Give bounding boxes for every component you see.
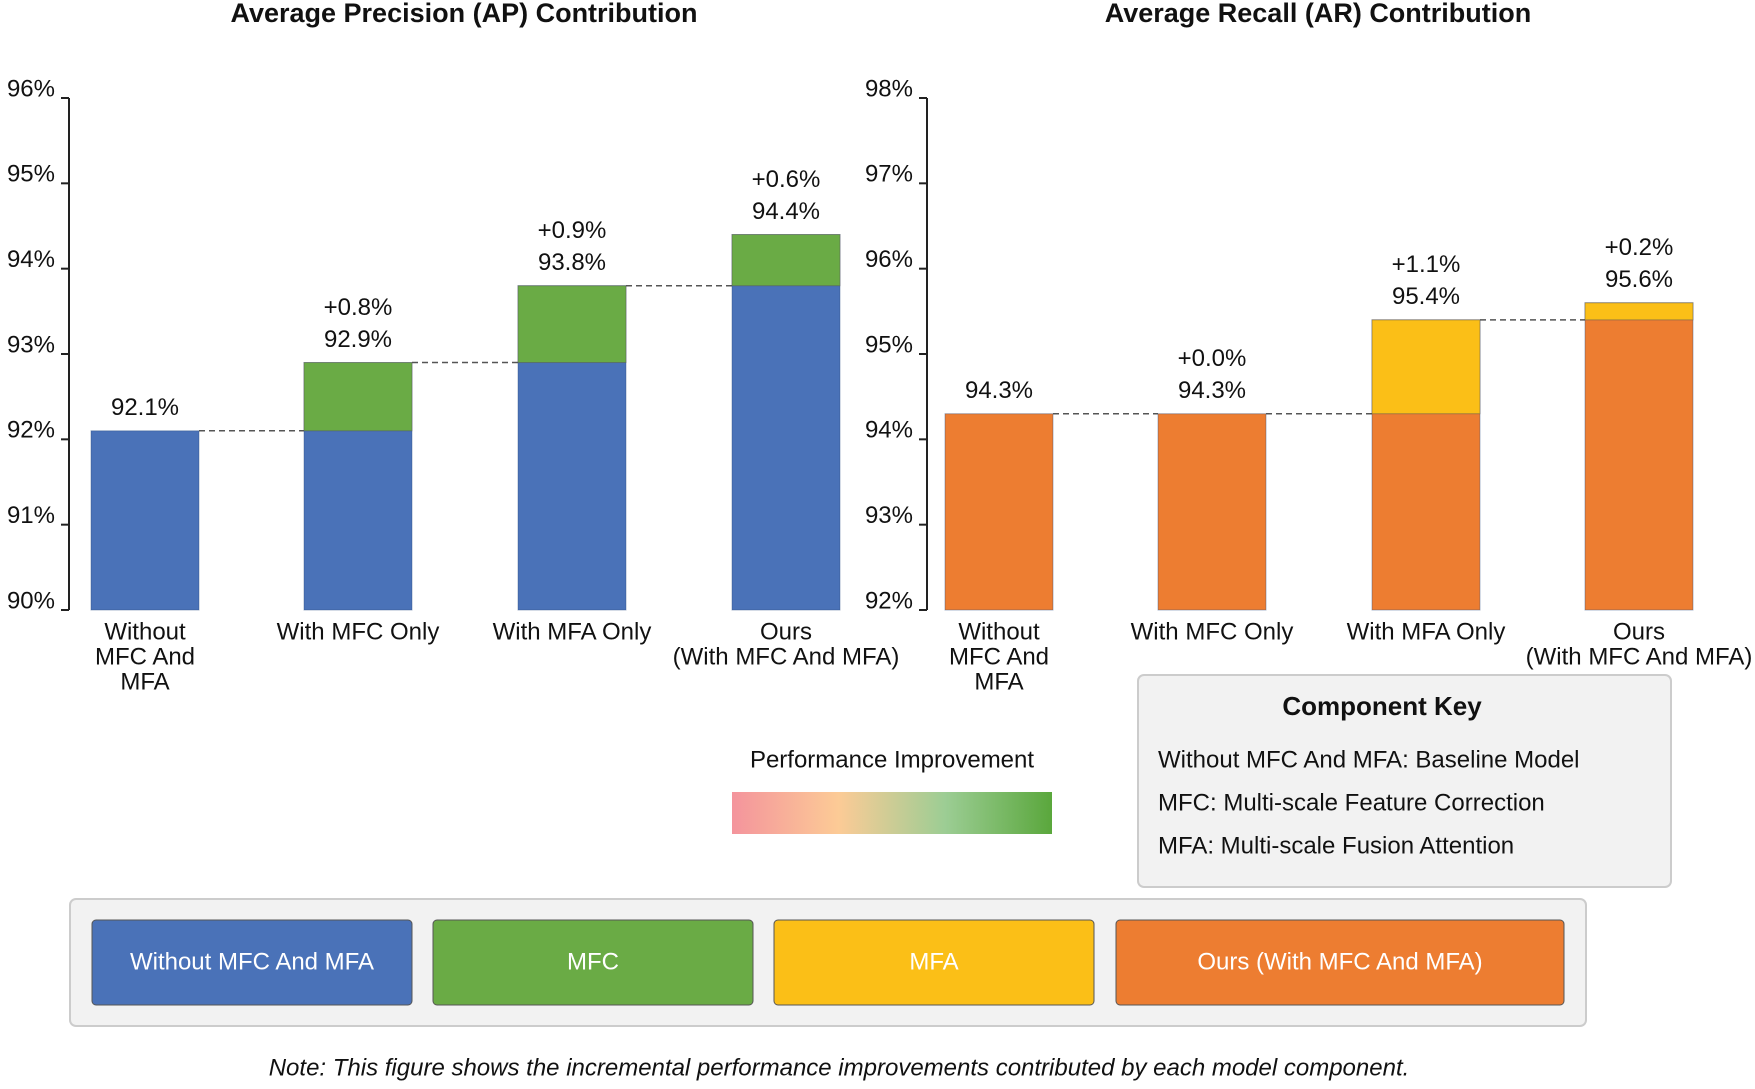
chart-title: Average Precision (AP) Contribution [230, 0, 697, 28]
bar [944, 413, 1054, 611]
y-tick-label: 96% [865, 246, 913, 273]
legend-swatch [773, 919, 1095, 1006]
legend-swatch [432, 919, 754, 1006]
increment-label: +0.6% [752, 166, 821, 193]
x-tick-label: MFC And [949, 643, 1049, 670]
bar [90, 430, 200, 611]
y-tick-label: 98% [865, 75, 913, 102]
x-tick-label: With MFA Only [493, 618, 652, 645]
chart-title: Average Recall (AR) Contribution [1105, 0, 1532, 28]
increment-label: +0.0% [1178, 345, 1247, 372]
value-label: 92.1% [111, 394, 179, 421]
y-tick-label: 92% [865, 587, 913, 614]
x-tick-label: Ours [760, 618, 812, 645]
legend-label: MFA [909, 948, 958, 975]
key-line: Without MFC And MFA: Baseline Model [1158, 746, 1580, 773]
y-tick-label: 97% [865, 161, 913, 188]
value-label: 92.9% [324, 326, 392, 353]
value-label: 94.3% [1178, 377, 1246, 404]
x-tick-label: MFC And [95, 643, 195, 670]
increment-label: +0.9% [538, 217, 607, 244]
value-label: 93.8% [538, 249, 606, 276]
y-tick-label: 94% [7, 246, 55, 273]
increment-segment [303, 362, 413, 432]
increment-segment [1371, 319, 1481, 415]
y-tick-label: 94% [865, 417, 913, 444]
improvement-title: Performance Improvement [750, 746, 1034, 773]
legend-swatch [91, 919, 413, 1006]
x-tick-label: (With MFC And MFA) [1526, 643, 1753, 670]
x-tick-label: Without [104, 618, 186, 645]
improvement-gradient [732, 792, 1052, 834]
y-tick-label: 95% [7, 161, 55, 188]
x-tick-label: Without [958, 618, 1040, 645]
x-tick-label: With MFC Only [1131, 618, 1294, 645]
y-tick-label: 93% [865, 502, 913, 529]
y-tick-label: 91% [7, 502, 55, 529]
legend-label: Ours (With MFC And MFA) [1197, 948, 1482, 975]
y-tick-label: 95% [865, 331, 913, 358]
x-tick-label: MFA [120, 668, 169, 695]
value-label: 94.3% [965, 377, 1033, 404]
increment-segment [1584, 302, 1694, 321]
value-label: 95.4% [1392, 283, 1460, 310]
x-tick-label: With MFA Only [1347, 618, 1506, 645]
increment-label: +1.1% [1392, 251, 1461, 278]
increment-label: +0.8% [324, 294, 393, 321]
legend-label: MFC [567, 948, 619, 975]
value-label: 95.6% [1605, 266, 1673, 293]
increment-segment [731, 234, 841, 287]
key-title: Component Key [1282, 691, 1482, 721]
bar [731, 234, 841, 611]
value-label: 94.4% [752, 198, 820, 225]
y-tick-label: 93% [7, 331, 55, 358]
x-tick-label: Ours [1613, 618, 1665, 645]
key-box [1137, 674, 1672, 888]
x-tick-label: MFA [974, 668, 1023, 695]
x-tick-label: (With MFC And MFA) [673, 643, 900, 670]
increment-segment [517, 285, 627, 364]
y-tick-label: 96% [7, 75, 55, 102]
key-line: MFA: Multi-scale Fusion Attention [1158, 832, 1514, 859]
bar [1584, 302, 1694, 611]
legend-swatch [1115, 919, 1565, 1006]
x-tick-label: With MFC Only [277, 618, 440, 645]
bar [1157, 413, 1267, 611]
y-tick-label: 92% [7, 417, 55, 444]
y-tick-label: 90% [7, 587, 55, 614]
note: Note: This figure shows the incremental … [269, 1054, 1410, 1081]
increment-label: +0.2% [1605, 234, 1674, 261]
key-line: MFC: Multi-scale Feature Correction [1158, 789, 1545, 816]
legend-label: Without MFC And MFA [130, 948, 374, 975]
